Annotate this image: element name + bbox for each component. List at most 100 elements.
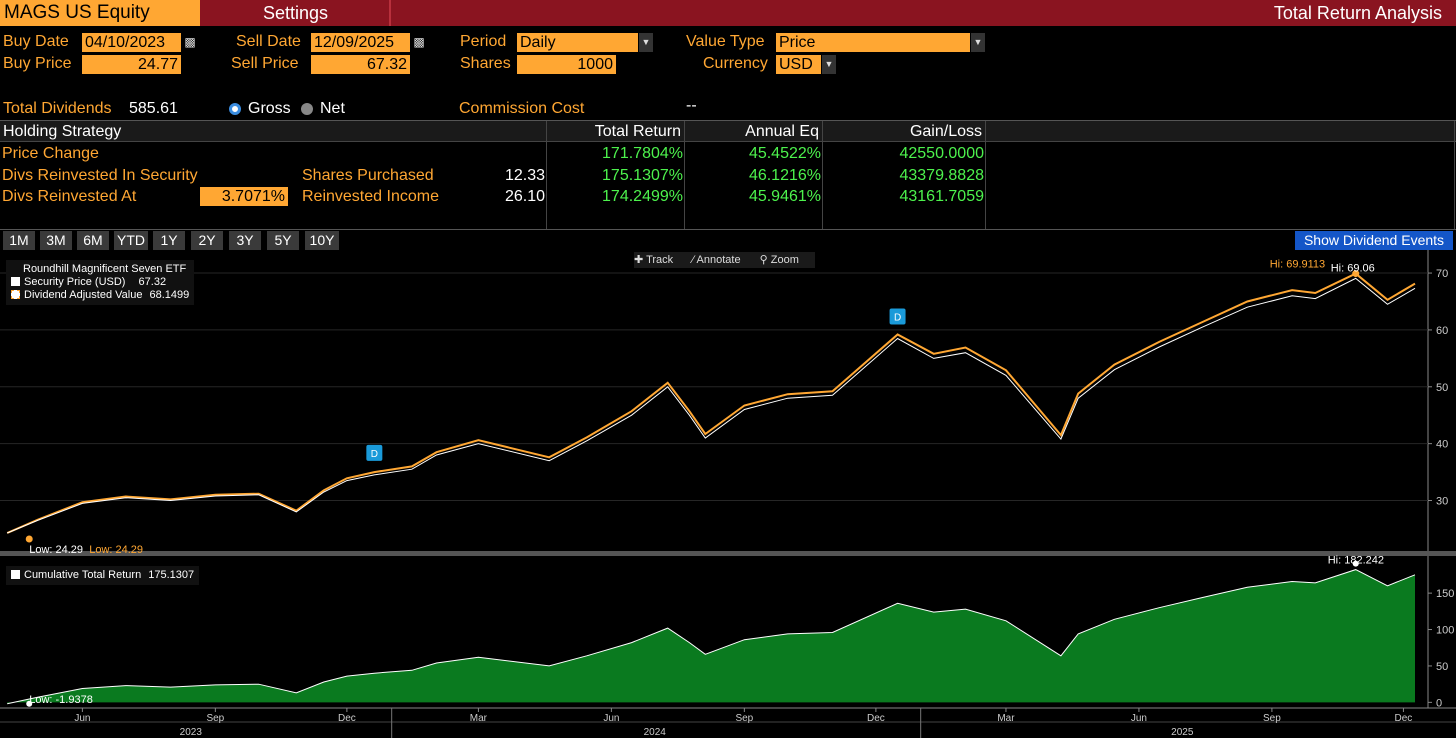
gain-loss-value: 42550.0000 (899, 145, 984, 162)
sell-date-label: Sell Date (236, 33, 301, 50)
range-6m-button[interactable]: 6M (77, 231, 109, 250)
legend-swatch (11, 570, 20, 579)
calendar-icon[interactable]: ▩ (184, 35, 196, 49)
x-tick-label: Dec (867, 713, 885, 724)
high-adj-label: Hi: 69.9113 (1270, 259, 1325, 271)
ticker-input[interactable]: MAGS US Equity (0, 0, 200, 26)
buy-date-field[interactable]: 04/10/2023 (82, 33, 181, 52)
security-price-line (7, 277, 1416, 534)
total-dividends-value: 585.61 (129, 100, 178, 117)
calendar-icon[interactable]: ▩ (413, 35, 425, 49)
high-marker (1352, 270, 1360, 278)
annual-eq-value: 45.9461% (748, 188, 821, 205)
range-3y-button[interactable]: 3Y (229, 231, 261, 250)
value-type-select[interactable]: Price (776, 33, 970, 52)
high-marker (1352, 560, 1359, 567)
dividend-marker (366, 444, 383, 461)
gross-radio[interactable] (229, 103, 241, 115)
net-radio[interactable] (301, 103, 313, 115)
currency-select[interactable]: USD (776, 55, 821, 74)
track-tool[interactable]: ✚ Track (634, 254, 674, 266)
sell-price-field[interactable]: 67.32 (311, 55, 410, 74)
range-2y-button[interactable]: 2Y (191, 231, 223, 250)
chevron-down-icon[interactable]: ▼ (822, 55, 836, 74)
table-header: Holding Strategy Total Return Annual Eq … (0, 121, 1456, 142)
row-label: Divs Reinvested At (2, 188, 137, 205)
low-marker (25, 535, 33, 543)
range-ytd-button[interactable]: YTD (114, 231, 148, 250)
currency-label: Currency (703, 55, 768, 72)
dividend-marker-label: D (894, 312, 901, 323)
low-marker (26, 700, 33, 707)
total-return-value: 175.1307% (602, 167, 683, 184)
header-gain-loss: Gain/Loss (909, 123, 982, 140)
x-tick-label: Jun (74, 713, 90, 724)
y-tick-label: 40 (1436, 439, 1448, 451)
header-total-return: Total Return (594, 123, 681, 140)
y-tick-label: 100 (1436, 625, 1454, 637)
header-annual-eq: Annual Eq (745, 123, 819, 140)
dividend-adjusted-line (6, 272, 1416, 534)
y-tick-label: 150 (1436, 588, 1454, 600)
range-3m-button[interactable]: 3M (40, 231, 72, 250)
x-tick-label: Sep (735, 713, 753, 724)
y-tick-label: 50 (1436, 382, 1448, 394)
shares-field[interactable]: 1000 (517, 55, 616, 74)
legend-price-value: 67.32 (138, 276, 167, 288)
price-chart[interactable]: 30 40 50 60 70 Low: 24.29 Low: 24.29 Hi: 69.911… (0, 250, 1456, 738)
year-label: 2024 (644, 727, 667, 738)
legend-cum-label: Cumulative Total Return (24, 569, 142, 581)
total-return-value: 174.2499% (602, 188, 683, 205)
chart-toolbar: ✚ Track ∕ Annotate ⚲ Zoom (634, 252, 815, 268)
cumulative-return-line (7, 569, 1416, 705)
high-label: Hi: 182.242 (1328, 555, 1384, 567)
annual-eq-value: 45.4522% (748, 145, 821, 162)
low-adj-label: Low: 24.29 (89, 544, 143, 556)
shares-label: Shares (460, 55, 511, 72)
year-label: 2023 (180, 727, 203, 738)
chevron-down-icon[interactable]: ▼ (639, 33, 653, 52)
annual-eq-value: 46.1216% (748, 167, 821, 184)
high-label: Hi: 69.06 (1331, 263, 1375, 275)
extra-label: Shares Purchased (302, 167, 434, 184)
column-divider (684, 121, 685, 229)
tab-divider (389, 0, 391, 26)
legend-security-name: Roundhill Magnificent Seven ETF (23, 263, 187, 275)
range-10y-button[interactable]: 10Y (305, 231, 339, 250)
show-dividend-events-button[interactable]: Show Dividend Events (1295, 231, 1453, 250)
period-label: Period (460, 33, 507, 50)
value-type-label: Value Type (686, 33, 765, 50)
y-tick-label: 60 (1436, 325, 1448, 337)
x-tick-label: Jun (603, 713, 619, 724)
buy-price-label: Buy Price (3, 55, 72, 72)
x-tick-label: Mar (470, 713, 488, 724)
column-divider (985, 121, 986, 229)
commission-label: Commission Cost (459, 100, 585, 117)
gain-loss-value: 43379.8828 (899, 167, 984, 184)
range-5y-button[interactable]: 5Y (267, 231, 299, 250)
zoom-tool[interactable]: ⚲ Zoom (759, 254, 799, 266)
legend-swatch (11, 290, 20, 299)
dividend-marker (889, 308, 906, 325)
chevron-down-icon[interactable]: ▼ (971, 33, 985, 52)
top-bar: MAGS US Equity Settings Total Return Ana… (0, 0, 1456, 26)
range-1m-button[interactable]: 1M (3, 231, 35, 250)
legend-cum-value: 175.1307 (148, 569, 195, 581)
legend-adj-value: 68.1499 (149, 289, 190, 301)
header-holding-strategy: Holding Strategy (3, 123, 122, 140)
reinvest-rate-field[interactable]: 3.7071% (200, 187, 288, 206)
sell-date-field[interactable]: 12/09/2025 (311, 33, 410, 52)
legend-price-label: Security Price (USD) (24, 276, 126, 288)
buy-price-field[interactable]: 24.77 (82, 55, 181, 74)
settings-tab[interactable]: Settings (262, 3, 329, 23)
commission-value: -- (686, 97, 697, 114)
legend-adj-row: Dividend Adjusted Value 68.1499 (11, 289, 189, 302)
period-select[interactable]: Daily (517, 33, 638, 52)
x-tick-label: Sep (206, 713, 224, 724)
cumulative-return-area (7, 569, 1416, 704)
legend-cum-row: Cumulative Total Return 175.1307 (11, 569, 194, 582)
gross-label: Gross (248, 100, 291, 117)
range-1y-button[interactable]: 1Y (153, 231, 185, 250)
gain-loss-value: 43161.7059 (899, 188, 984, 205)
annotate-tool[interactable]: ∕ Annotate (692, 254, 741, 266)
